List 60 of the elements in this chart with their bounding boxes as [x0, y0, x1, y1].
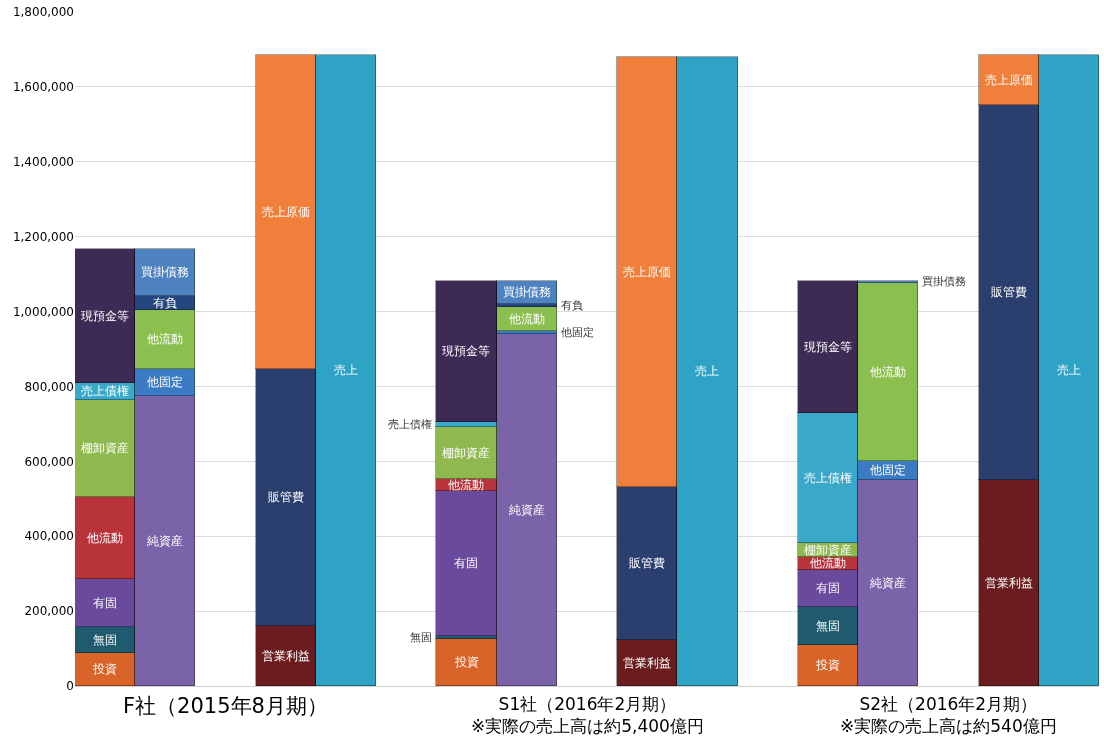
series-label: 売上 [333, 363, 358, 377]
series-label: 他流動 [809, 556, 846, 570]
text: 他固定 [561, 326, 594, 339]
series-label: 棚卸資産 [803, 542, 852, 557]
text: 営業利益 [984, 575, 1033, 590]
text: 売上債権 [388, 418, 432, 431]
text: 棚卸資産 [80, 441, 129, 455]
series-label: 売上原価 [261, 204, 310, 219]
text: 販管費 [628, 556, 665, 570]
y-tick-label: 1,400,000 [12, 154, 74, 169]
text: 投資 [816, 658, 840, 672]
text: 無固 [92, 632, 117, 647]
series-label: 有固 [815, 581, 840, 595]
text: 買掛債務 [140, 265, 189, 279]
text: 有固 [454, 556, 478, 570]
text: 売上原価 [984, 72, 1033, 87]
text: 売上原価 [622, 264, 671, 279]
y-tick-label: 1,600,000 [12, 80, 74, 95]
series-label: 販管費 [267, 490, 304, 504]
y-tick-label: 400,000 [24, 529, 74, 544]
text: 他流動 [869, 364, 906, 379]
text: F社（2015年8月期） [123, 694, 328, 718]
text: 投資 [454, 655, 479, 669]
text: 買掛債務 [922, 275, 966, 288]
text: 純資産 [508, 502, 545, 517]
y-tick-label: 1,200,000 [12, 229, 74, 244]
text: 棚卸資産 [442, 445, 490, 460]
text: 現預金等 [803, 339, 852, 354]
series-label: 営業利益 [261, 648, 310, 663]
series-label: 無固 [410, 631, 432, 644]
text: 他流動 [86, 530, 123, 545]
text: 有固 [92, 595, 117, 610]
text: S2社（2016年2月期） ※実際の売上高は約540億円 [840, 694, 1057, 737]
text: 営業利益 [622, 655, 671, 670]
text: 現預金等 [442, 344, 490, 358]
text: 無固 [815, 618, 840, 633]
series-label: 売上債権 [80, 384, 129, 398]
text: S1社（2016年2月期） ※実際の売上高は約5,400億円 [471, 694, 704, 737]
text: 売上 [695, 364, 719, 378]
text: 他流動 [146, 332, 183, 346]
text: 他流動 [448, 477, 484, 492]
y-tick-label: 600,000 [24, 454, 74, 469]
text: 他固定 [146, 375, 183, 389]
series-label: 現預金等 [80, 308, 129, 323]
text: 販管費 [990, 285, 1027, 299]
series-label: 買掛債務 [502, 285, 551, 299]
y-tick-label: 800,000 [24, 379, 74, 394]
text: 有負 [561, 299, 583, 312]
series-label: 有負 [152, 295, 177, 310]
series-label: 他固定 [869, 463, 906, 477]
y-tick-label: 1,800,000 [12, 5, 74, 20]
series-label: 純資産 [146, 533, 183, 548]
text: 売上債権 [803, 470, 852, 485]
y-tick-label: 1,000,000 [12, 304, 74, 319]
y-tick-label: 0 [66, 679, 74, 694]
series-label: 他流動 [508, 311, 545, 326]
y-tick-label: 200,000 [24, 604, 74, 619]
series-label: 投資 [92, 662, 117, 676]
text: 売上 [1056, 363, 1081, 377]
text: 純資産 [869, 575, 906, 590]
